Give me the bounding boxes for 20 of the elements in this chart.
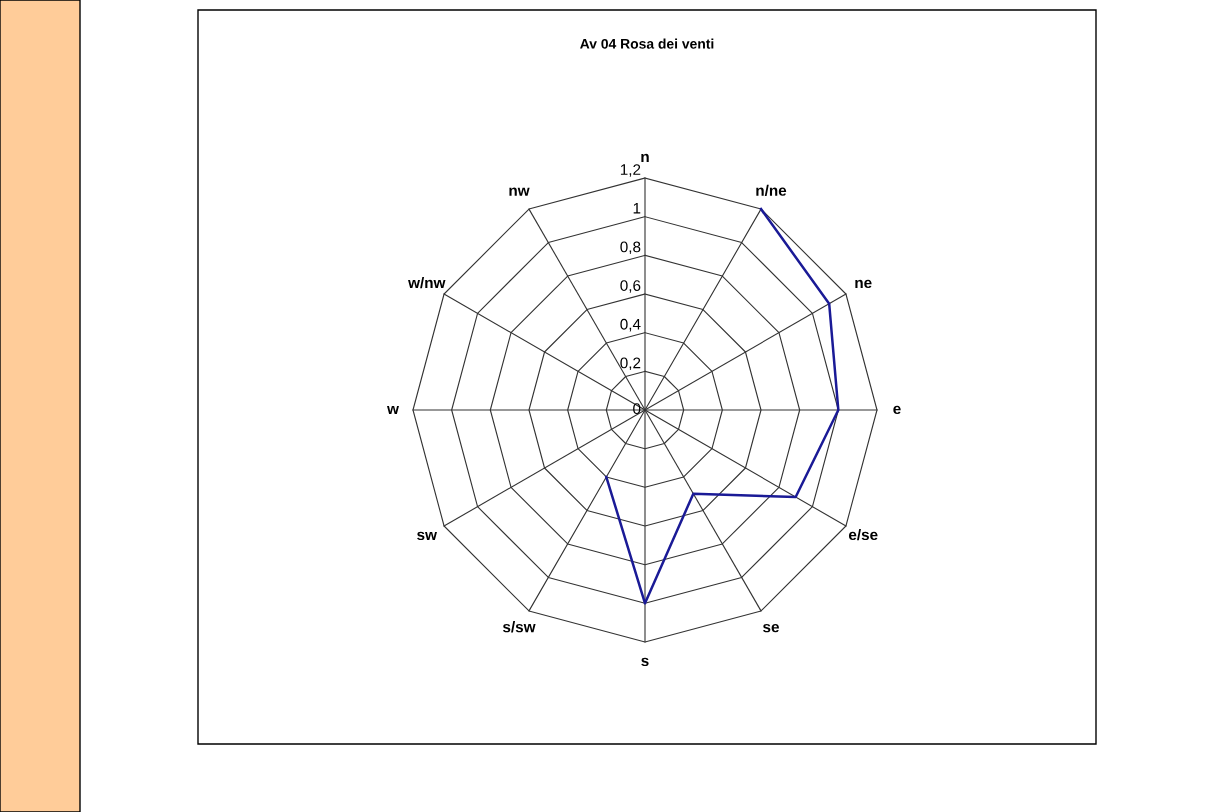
spoke-label: e [893, 405, 901, 415]
y-tick-label: 0,2 [620, 357, 641, 371]
spoke-label: w/nw [408, 276, 446, 289]
spoke-label: s/sw [502, 621, 536, 633]
y-tick-label: 0,4 [620, 318, 641, 332]
spoke-label: n [641, 153, 649, 162]
y-tick-label: 0 [633, 403, 641, 415]
y-tick-label: 1,2 [620, 164, 641, 177]
spoke-label: ne [855, 279, 872, 289]
spoke-label: n/ne [756, 184, 787, 197]
spoke-label: w [387, 405, 399, 414]
spoke-label: e/se [848, 528, 878, 541]
y-tick-label: 0,6 [620, 280, 641, 293]
spoke-label: s [641, 657, 649, 667]
spoke-label: nw [509, 187, 530, 196]
spoke-label: se [763, 623, 779, 633]
chart-title: Av 04 Rosa dei venti [580, 38, 714, 49]
y-tick-label: 1 [633, 202, 641, 214]
spoke-label: sw [417, 531, 437, 541]
y-tick-label: 0,8 [620, 241, 641, 255]
